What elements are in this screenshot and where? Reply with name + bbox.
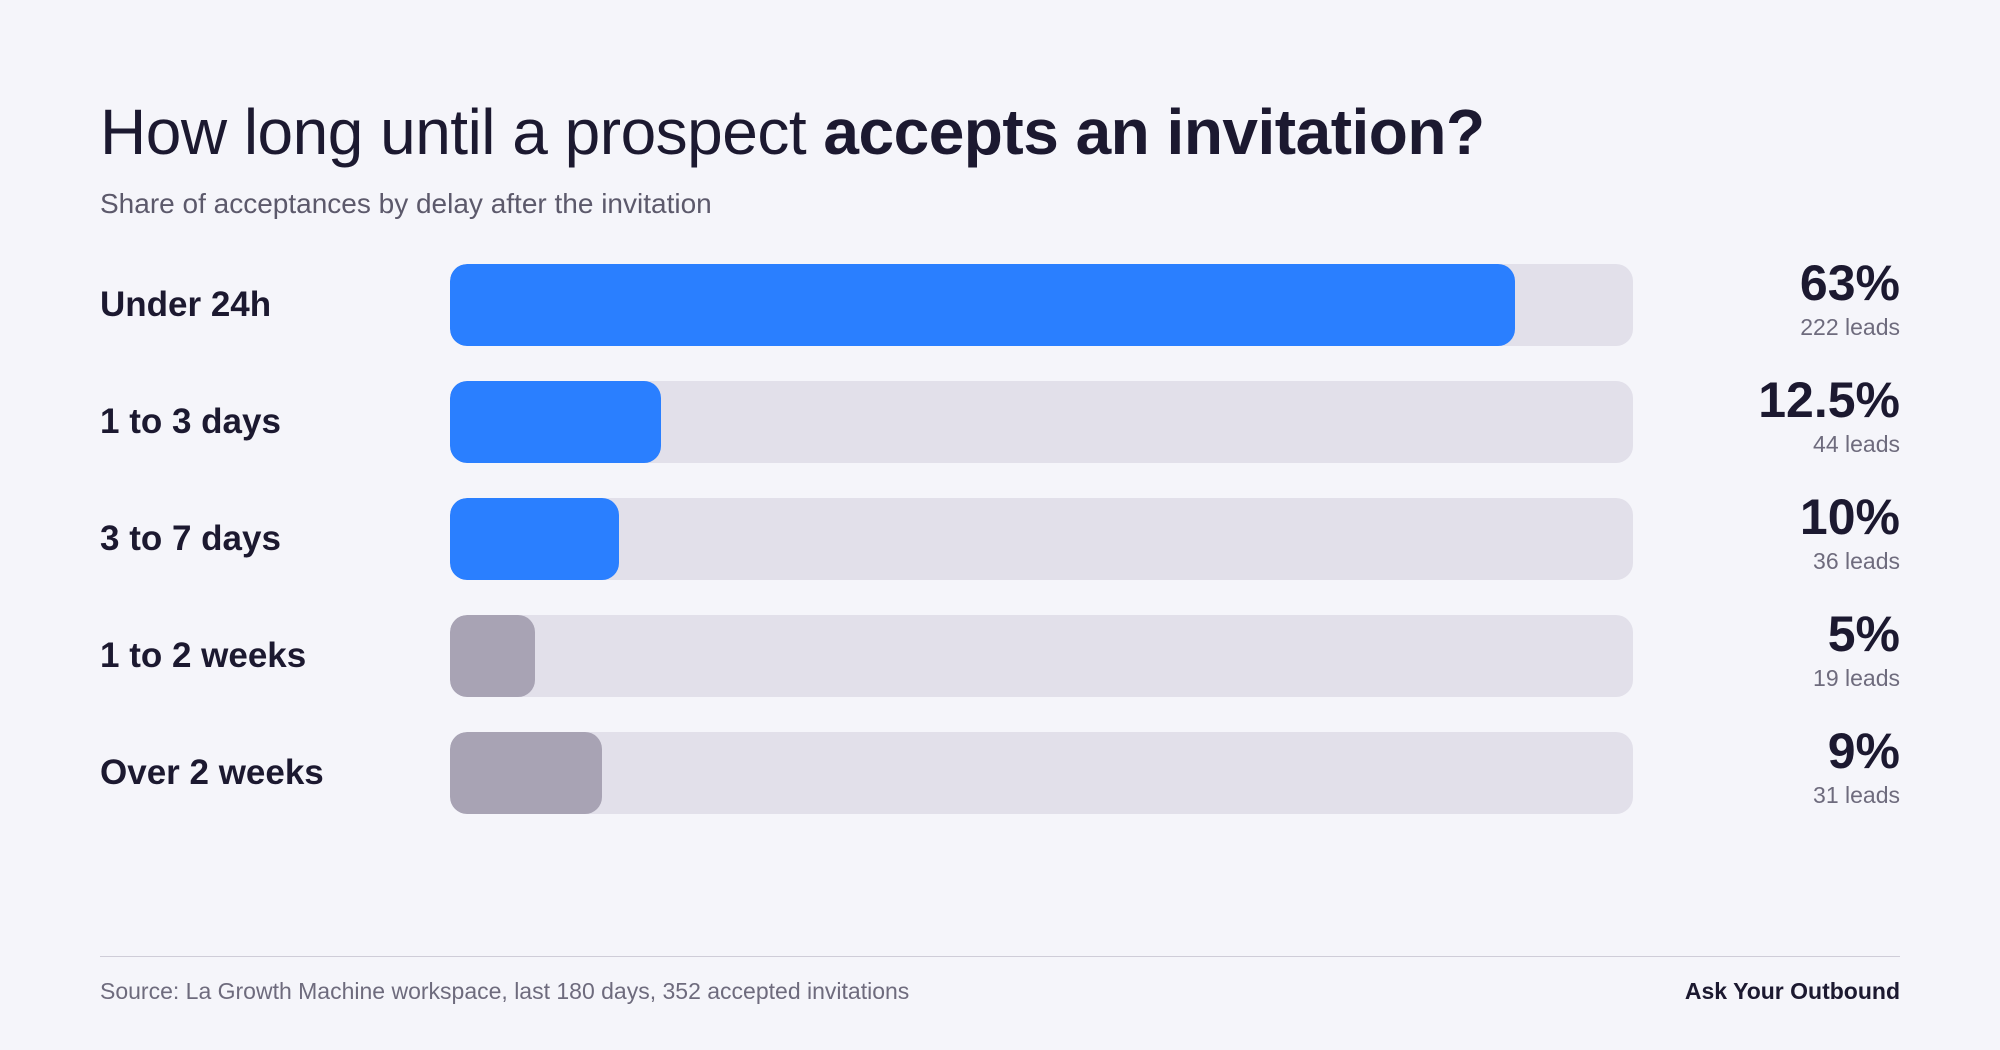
title-regular: How long until a prospect (100, 96, 807, 168)
category-label: Under 24h (100, 285, 272, 324)
bar-row: 1 to 2 weeks 5% 19 leads (100, 606, 1900, 697)
bar (450, 381, 661, 463)
value-label: 5% 19 leads (1813, 605, 1900, 693)
percent-label: 12.5% (1758, 372, 1900, 428)
bar (450, 498, 619, 580)
leads-count: 44 leads (1813, 431, 1900, 457)
bar-track (450, 381, 1633, 463)
category-label: 1 to 3 days (100, 402, 281, 441)
bar (450, 264, 1515, 346)
percent-label: 63% (1799, 255, 1900, 311)
value-label: 10% 36 leads (1800, 488, 1900, 576)
brand-name: Ask Your Outbound (1684, 978, 1900, 1004)
title-bold: accepts an invitation? (823, 96, 1485, 168)
category-label: 3 to 7 days (100, 519, 281, 558)
bar-row: Under 24h 63% 222 leads (100, 255, 1900, 346)
source-note: Source: La Growth Machine workspace, las… (100, 978, 910, 1004)
leads-count: 19 leads (1813, 665, 1900, 691)
percent-label: 5% (1827, 606, 1900, 662)
category-label: 1 to 2 weeks (100, 636, 307, 675)
value-label: 9% 31 leads (1813, 722, 1900, 810)
leads-count: 222 leads (1800, 314, 1900, 340)
bar-track (450, 264, 1633, 346)
bar (450, 615, 535, 697)
value-label: 63% 222 leads (1800, 254, 1900, 342)
bar (450, 732, 602, 814)
percent-label: 9% (1827, 723, 1900, 779)
percent-label: 10% (1799, 489, 1900, 545)
category-label: Over 2 weeks (100, 753, 324, 792)
chart-title: How long until a prospect accepts an inv… (100, 92, 1485, 172)
leads-count: 36 leads (1813, 548, 1900, 574)
bar-row: 1 to 3 days 12.5% 44 leads (100, 372, 1900, 463)
value-label: 12.5% 44 leads (1758, 371, 1900, 459)
bar-track (450, 615, 1633, 697)
leads-count: 31 leads (1813, 782, 1900, 808)
bar-row: Over 2 weeks 9% 31 leads (100, 723, 1900, 814)
footer-divider (100, 956, 1900, 957)
bar-track (450, 498, 1633, 580)
bar-track (450, 732, 1633, 814)
chart-subtitle: Share of acceptances by delay after the … (100, 188, 712, 219)
bar-row: 3 to 7 days 10% 36 leads (100, 489, 1900, 580)
